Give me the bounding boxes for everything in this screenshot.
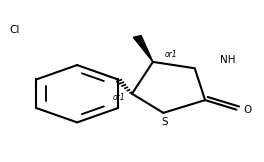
Text: Cl: Cl xyxy=(9,25,20,35)
Text: S: S xyxy=(161,117,168,127)
Text: O: O xyxy=(243,105,251,115)
Text: NH: NH xyxy=(219,55,235,65)
Text: or1: or1 xyxy=(165,50,177,59)
Text: or1: or1 xyxy=(113,93,125,102)
Polygon shape xyxy=(133,35,153,62)
